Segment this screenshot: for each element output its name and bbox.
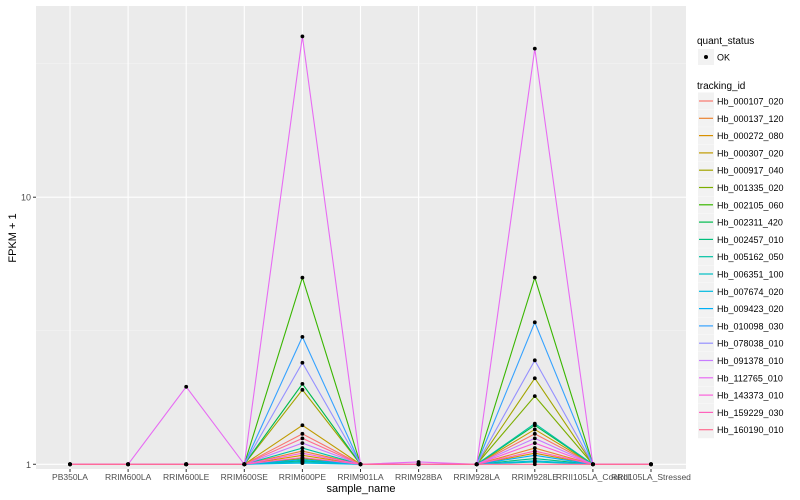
legend-point-label: OK — [717, 53, 730, 63]
x-tick-label: RRII105LA_Stressed — [611, 472, 691, 482]
legend-series-label: Hb_002105_060 — [717, 200, 784, 210]
data-point — [300, 436, 305, 441]
legend-title-quant-status: quant_status — [697, 36, 754, 47]
x-tick-label: RRIM928LA — [454, 472, 501, 482]
data-point — [532, 453, 537, 458]
legend-series-label: Hb_160190_010 — [717, 425, 784, 435]
x-tick-label: RRIM928LE — [512, 472, 559, 482]
legend-series-label: Hb_000107_020 — [717, 97, 784, 107]
x-axis: PB350LA RRIM600LA RRIM600LE RRIM600SE RRIM60… — [52, 469, 691, 482]
legend-series-label: Hb_159229_030 — [717, 408, 784, 418]
data-point — [300, 34, 305, 39]
legend-series-label: Hb_143373_010 — [717, 391, 784, 401]
legend-series-label: Hb_002311_420 — [717, 218, 783, 228]
y-tick-label: 10 — [21, 193, 31, 203]
series-points — [68, 34, 653, 467]
data-point — [532, 436, 537, 441]
data-point — [242, 462, 247, 467]
legend-series-label: Hb_010098_030 — [717, 321, 784, 331]
legend-series-label: Hb_000137_120 — [717, 114, 784, 124]
data-point — [416, 462, 421, 467]
data-point — [126, 462, 130, 467]
data-point — [532, 275, 537, 280]
x-tick-label: RRIM600SE — [221, 472, 269, 482]
data-point — [300, 423, 305, 428]
x-axis-title: sample_name — [326, 483, 395, 495]
data-point — [300, 381, 305, 386]
legend-series-label: Hb_005162_050 — [717, 252, 784, 262]
data-point — [532, 427, 537, 432]
data-point — [300, 387, 305, 392]
legend-series-label: Hb_000917_040 — [717, 166, 784, 176]
data-point — [532, 421, 537, 426]
legend-title-tracking-id: tracking_id — [697, 81, 745, 92]
data-point — [532, 358, 537, 363]
data-point — [184, 384, 189, 389]
legend-series-label: Hb_007674_020 — [717, 287, 784, 297]
x-tick-label: RRIM600LA — [105, 472, 152, 482]
legend-point-items: OK — [698, 49, 730, 65]
data-point — [300, 455, 305, 460]
data-point — [358, 462, 363, 467]
x-tick-label: RRII105LA_Control — [556, 472, 630, 482]
x-tick-label: RRIM600LE — [163, 472, 210, 482]
data-point — [300, 334, 305, 339]
data-point — [532, 320, 537, 325]
data-point — [532, 449, 537, 454]
legend-series-label: Hb_091378_010 — [717, 356, 784, 366]
legend-series-label: Hb_112765_010 — [717, 373, 783, 383]
data-point — [184, 462, 189, 467]
legend-series-label: Hb_000307_020 — [717, 148, 784, 158]
data-point — [532, 431, 537, 436]
data-point — [532, 376, 537, 381]
data-point — [532, 441, 537, 446]
legend: quant_status OK tracking_id Hb_000107_02… — [697, 36, 784, 439]
legend-series-label: Hb_000272_080 — [717, 131, 784, 141]
x-tick-label: RRIM600PE — [279, 472, 327, 482]
data-point — [532, 458, 537, 463]
legend-color-items: Hb_000107_020 Hb_000137_120 Hb_000272_080 H… — [698, 92, 784, 439]
x-tick-label: PB350LA — [52, 472, 88, 482]
legend-series-label: Hb_001335_020 — [717, 183, 784, 193]
data-point — [532, 394, 537, 398]
data-point — [300, 461, 305, 466]
legend-series-label: Hb_006351_100 — [717, 270, 784, 280]
y-axis: 1 10 — [21, 193, 36, 470]
y-tick-label: 1 — [26, 460, 31, 470]
data-point — [300, 360, 305, 365]
data-point — [591, 462, 595, 467]
data-point — [532, 46, 537, 51]
data-point — [300, 446, 305, 450]
data-point — [649, 462, 653, 467]
x-tick-label: RRIM901LA — [337, 472, 384, 482]
data-point — [532, 462, 537, 467]
legend-series-label: Hb_009423_020 — [717, 304, 784, 314]
data-point — [300, 451, 305, 456]
y-axis-title: FPKM + 1 — [7, 213, 19, 262]
legend-point-marker — [704, 55, 708, 59]
data-point — [68, 462, 72, 467]
legend-series-label: Hb_002457_010 — [717, 235, 784, 245]
data-point — [474, 462, 479, 467]
data-point — [532, 446, 537, 450]
data-point — [300, 275, 305, 280]
data-point — [300, 441, 305, 446]
x-tick-label: RRIM928BA — [395, 472, 443, 482]
legend-series-label: Hb_078038_010 — [717, 339, 784, 349]
data-point — [300, 431, 305, 436]
